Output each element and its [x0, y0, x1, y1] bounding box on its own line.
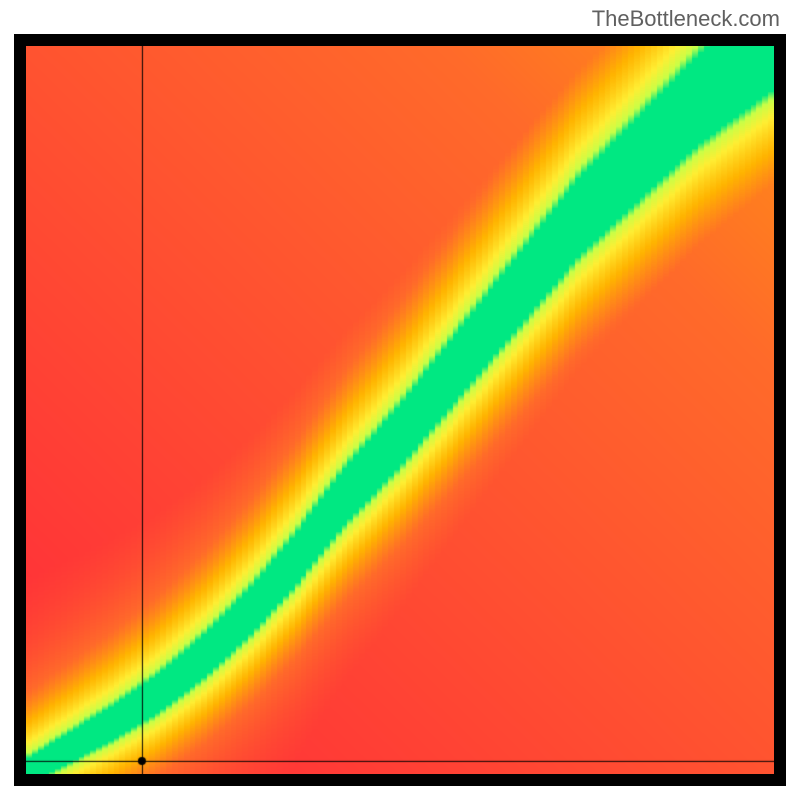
heatmap-canvas: [26, 46, 774, 774]
root: TheBottleneck.com: [0, 0, 800, 800]
watermark-text: TheBottleneck.com: [592, 6, 780, 32]
chart-frame: [14, 34, 786, 786]
